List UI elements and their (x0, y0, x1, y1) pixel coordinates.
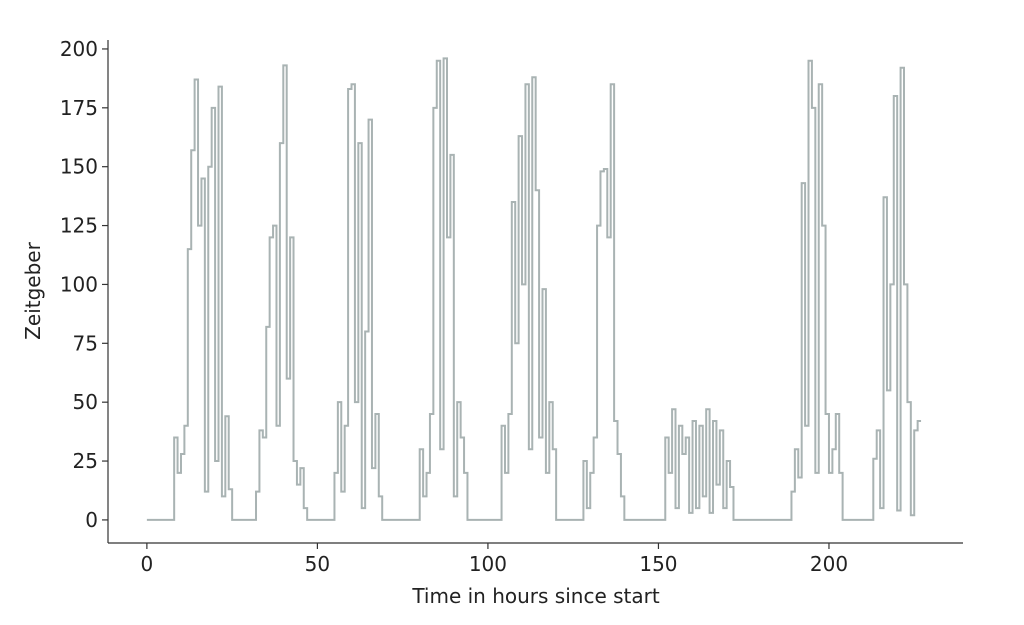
x-tick-label: 100 (469, 552, 507, 576)
y-tick-label: 25 (73, 449, 98, 473)
y-tick-label: 150 (60, 155, 98, 179)
y-tick-label: 75 (73, 331, 98, 355)
y-tick-label: 200 (60, 37, 98, 61)
data-line (146, 57, 922, 521)
x-tick-label: 200 (810, 552, 848, 576)
x-tick-label: 150 (639, 552, 677, 576)
y-tick-label: 0 (85, 508, 98, 532)
x-tick-label: 50 (305, 552, 330, 576)
y-tick-label: 100 (60, 272, 98, 296)
y-tick-label: 125 (60, 214, 98, 238)
y-axis-label: Zeitgeber (21, 241, 45, 339)
y-tick-label: 175 (60, 96, 98, 120)
x-axis-label: Time in hours since start (411, 584, 660, 608)
y-tick-label: 50 (73, 390, 98, 414)
x-tick-label: 0 (141, 552, 154, 576)
